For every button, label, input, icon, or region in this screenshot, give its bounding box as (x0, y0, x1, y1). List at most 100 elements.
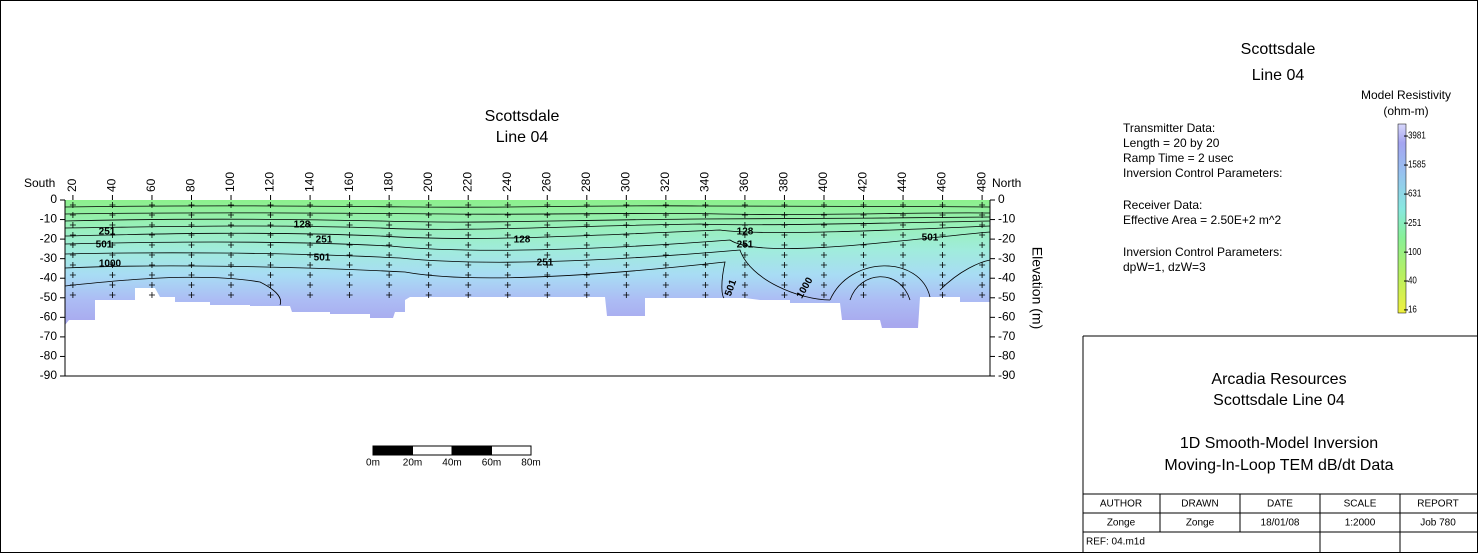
table-cell: Zonge (1107, 518, 1136, 529)
project: Scottsdale Line 04 (1213, 392, 1345, 409)
station-cross (544, 242, 551, 248)
contour-label: 501 (96, 240, 113, 251)
note: Length = 20 by 20 (1123, 136, 1220, 150)
scale-bar: 0m 20m 40m 60m 80m (366, 445, 541, 469)
colorbar-tick-label: 631 (1408, 188, 1421, 199)
station-cross (662, 272, 669, 278)
contour-line (64, 212, 991, 215)
station-cross (504, 232, 511, 238)
station-cross (662, 202, 669, 208)
station-cross (504, 282, 511, 288)
station-cross (109, 232, 116, 238)
station-cross (583, 222, 590, 228)
x-tick-label: 480 (974, 172, 988, 192)
station-cross (465, 272, 472, 278)
y-tick-label: -10 (998, 212, 1016, 226)
station-cross (386, 292, 393, 298)
contour-line (64, 220, 991, 230)
station-cross (662, 262, 669, 268)
station-cross (741, 222, 748, 228)
station-cross (504, 262, 511, 268)
station-cross (307, 252, 314, 258)
station-cross (900, 292, 907, 298)
station-cross (188, 282, 195, 288)
y-tick-label: 0 (50, 192, 57, 206)
table-cell: Zonge (1186, 518, 1215, 529)
contour-line (64, 249, 831, 301)
chart-title: Scottsdale (485, 108, 560, 125)
station-cross (741, 212, 748, 218)
station-cross (386, 222, 393, 228)
contour-line (64, 205, 991, 208)
station-cross (346, 262, 353, 268)
contour-label: 128 (737, 227, 754, 238)
station-cross (820, 202, 827, 208)
station-cross (109, 202, 116, 208)
station-cross (662, 222, 669, 228)
station-cross (820, 262, 827, 268)
station-cross (662, 282, 669, 288)
station-cross (148, 222, 155, 228)
station-cross (69, 212, 76, 218)
station-cross (702, 282, 709, 288)
station-cross (188, 242, 195, 248)
station-cross (979, 232, 986, 238)
station-cross (148, 282, 155, 288)
station-cross (228, 222, 235, 228)
station-cross (69, 282, 76, 288)
station-cross (386, 232, 393, 238)
station-cross (307, 262, 314, 268)
station-cross (228, 262, 235, 268)
station-cross (188, 202, 195, 208)
station-cross (188, 212, 195, 218)
station-cross (979, 252, 986, 258)
station-cross (148, 232, 155, 238)
station-cross (109, 262, 116, 268)
station-cross (307, 242, 314, 248)
station-cross (544, 262, 551, 268)
sheet-title: Scottsdale (1241, 41, 1316, 58)
station-cross (228, 282, 235, 288)
station-cross (860, 292, 867, 298)
station-cross (504, 202, 511, 208)
station-cross (228, 202, 235, 208)
station-cross (583, 292, 590, 298)
contour-label: 251 (537, 258, 554, 269)
station-cross (623, 212, 630, 218)
station-cross (109, 272, 116, 278)
x-tick-label: 260 (539, 172, 553, 192)
station-cross (346, 292, 353, 298)
table-cell: 18/01/08 (1261, 518, 1300, 529)
station-cross (623, 292, 630, 298)
station-cross (939, 272, 946, 278)
station-cross (188, 262, 195, 268)
station-cross (860, 212, 867, 218)
station-cross (69, 262, 76, 268)
station-cross (583, 252, 590, 258)
y-tick-label: -60 (998, 310, 1016, 324)
station-cross (465, 232, 472, 238)
colorbar-tick-label: 1585 (1408, 159, 1426, 170)
station-cross (267, 282, 274, 288)
scale-label: 60m (482, 458, 501, 469)
station-cross (425, 252, 432, 258)
note: Transmitter Data: (1123, 121, 1215, 135)
station-cross (228, 232, 235, 238)
station-cross (900, 282, 907, 288)
scale-label: 0m (366, 458, 380, 469)
station-cross (544, 202, 551, 208)
x-tick-label: 20 (65, 178, 79, 192)
station-cross (307, 232, 314, 238)
station-cross (346, 212, 353, 218)
contour-line (64, 225, 991, 239)
x-tick-label: 240 (500, 172, 514, 192)
station-cross (69, 242, 76, 248)
station-cross (148, 262, 155, 268)
station-cross (702, 202, 709, 208)
station-cross (979, 292, 986, 298)
station-cross (346, 282, 353, 288)
station-cross (267, 212, 274, 218)
station-cross (939, 282, 946, 288)
station-cross (346, 242, 353, 248)
